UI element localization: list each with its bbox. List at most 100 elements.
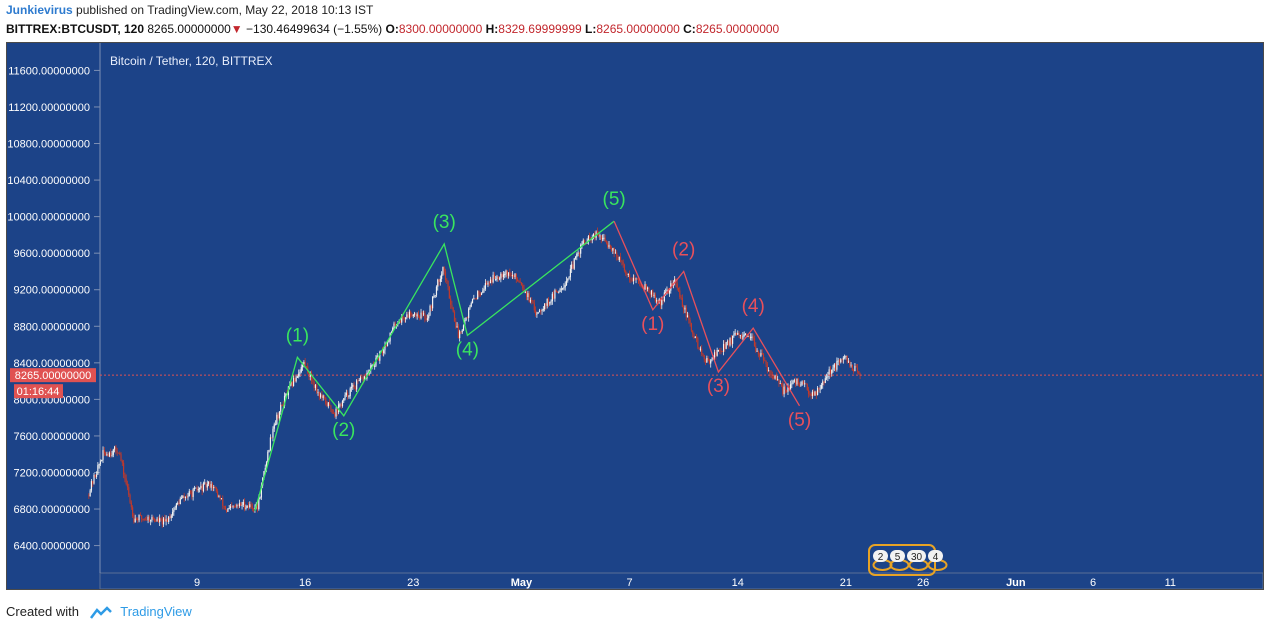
author-link[interactable]: Junkievirus (6, 3, 73, 17)
candle-body (174, 507, 176, 510)
candle-body (692, 330, 694, 334)
tradingview-logo-icon[interactable] (89, 605, 113, 620)
y-tick-label: 10000.00000000 (7, 212, 90, 224)
candle-body (246, 505, 248, 508)
candle-body (186, 496, 188, 498)
open-value: 8300.00000000 (398, 22, 483, 36)
candle-body (253, 508, 255, 510)
candle-body (535, 310, 537, 315)
candle-body (245, 507, 247, 509)
candle-body (264, 468, 266, 472)
candle-body (219, 496, 221, 500)
candle-body (704, 359, 707, 363)
candle-body (321, 394, 323, 399)
candle-body (259, 497, 261, 499)
candle-body (706, 358, 708, 363)
candle-body (99, 461, 102, 465)
candle-body (619, 256, 622, 261)
candle-body (654, 294, 656, 302)
chart-frame[interactable]: 11600.00000000 11200.00000000 10800.000000… (6, 42, 1264, 590)
candle-body (268, 449, 270, 452)
candle-body (437, 279, 439, 287)
candle-body (632, 278, 635, 282)
candle-body (725, 342, 727, 349)
candle-body (362, 378, 364, 382)
candle-body (828, 369, 830, 376)
candle-body (680, 297, 682, 299)
candle-body (304, 361, 306, 367)
candle-body (756, 350, 758, 352)
candle-body (762, 354, 765, 361)
candle-body (156, 518, 158, 522)
candle-body (600, 235, 602, 240)
candle-body (685, 307, 687, 318)
candle-body (223, 505, 225, 507)
candle-body (165, 519, 167, 522)
candle-body (679, 290, 681, 298)
candle-body (188, 491, 190, 497)
candle-body (838, 360, 841, 363)
y-tick-label: 10800.00000000 (7, 139, 90, 151)
event-badge[interactable] (890, 550, 905, 562)
candle-body (531, 299, 533, 302)
candle-body (748, 335, 750, 338)
candle-body (622, 261, 624, 265)
candle-body (482, 290, 484, 294)
candle-body (214, 486, 216, 488)
candle-body (780, 383, 783, 385)
candle-body (388, 341, 390, 343)
candle-body (413, 313, 416, 315)
candle-body (164, 518, 166, 522)
candle-body (215, 487, 217, 492)
candle-body (456, 326, 458, 328)
candle-body (538, 310, 541, 313)
bear-wave-line (613, 220, 801, 407)
candle-body (532, 301, 534, 304)
candle-body (305, 366, 308, 368)
candle-body (722, 344, 725, 352)
candle-body (795, 380, 797, 385)
candle-body (609, 244, 611, 249)
candle-body (545, 303, 547, 306)
candle-body (309, 372, 311, 377)
candle-body (224, 506, 226, 510)
candle-body (138, 514, 140, 521)
candle-body (452, 307, 454, 312)
price-axis[interactable] (7, 43, 100, 573)
candle-body (829, 369, 832, 374)
candle-body (497, 276, 499, 280)
candle-body (805, 383, 807, 385)
candle-body (193, 487, 196, 490)
candle-body (576, 254, 578, 257)
candle-body (493, 274, 496, 280)
candle-body (469, 306, 471, 309)
candle-body (139, 514, 141, 516)
wave-label: (4) (742, 296, 765, 317)
candle-body (827, 375, 829, 378)
event-badge[interactable] (907, 550, 926, 562)
event-badge[interactable] (873, 550, 888, 562)
price-chart[interactable]: 11600.00000000 11200.00000000 10800.000000… (7, 43, 1263, 589)
candle-body (681, 298, 683, 308)
candle-body (626, 273, 628, 275)
candle-body (529, 299, 532, 302)
candle-body (238, 503, 241, 507)
candle-body (443, 266, 445, 272)
candle-body (420, 312, 422, 319)
candle-body (791, 383, 793, 385)
candle-body (507, 272, 510, 276)
candle-body (93, 474, 95, 484)
candle-body (343, 398, 345, 401)
candle-body (845, 355, 847, 357)
tradingview-brand-link[interactable]: TradingView (120, 604, 192, 619)
event-badge[interactable] (928, 550, 943, 562)
candle-body (665, 291, 667, 293)
candle-body (487, 282, 489, 285)
candle-body (280, 405, 282, 412)
time-axis[interactable] (99, 572, 1263, 589)
candle-body (169, 516, 171, 518)
candle-body (737, 332, 739, 335)
candle-body (516, 279, 519, 282)
candle-body (394, 323, 396, 327)
candle-body (554, 290, 556, 299)
